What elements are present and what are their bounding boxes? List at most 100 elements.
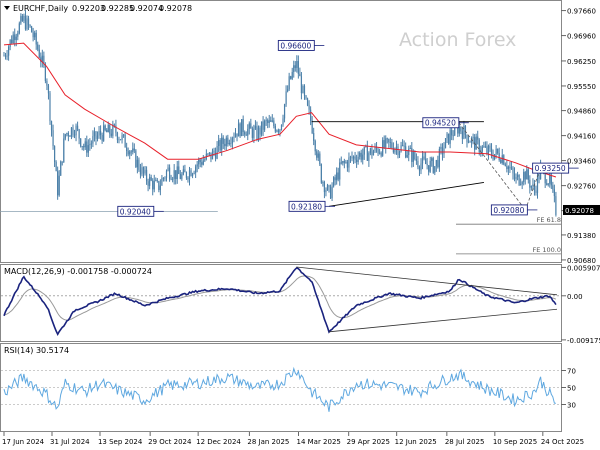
candle-body [460, 126, 462, 132]
candle-body [477, 136, 479, 140]
candle-body [280, 124, 283, 130]
price-levels: 0.96600 0.92040 0.92180 0.94520 0.93250 0.920… [117, 39, 579, 217]
candle-body [377, 149, 379, 154]
candle-body [132, 148, 134, 152]
candle-body [429, 160, 431, 172]
candle-body [182, 169, 184, 175]
candle-body [70, 127, 73, 137]
candle-body [267, 120, 269, 123]
candle-body [506, 166, 508, 170]
candle-body [475, 136, 477, 150]
macd-tick-label: 0.00 [567, 293, 583, 301]
level-label: 0.96600 [280, 41, 311, 50]
macd-tick-label: -0.009175 [567, 337, 600, 345]
candle-body [119, 139, 122, 141]
candle-body [127, 150, 129, 155]
candle-body [443, 148, 445, 155]
triangle-trendline [328, 181, 484, 207]
candle-body [403, 145, 405, 147]
candle-body [152, 180, 154, 190]
candle-body [490, 148, 493, 156]
candle-body [414, 151, 416, 160]
candle-body [57, 171, 59, 196]
candle-body [104, 125, 106, 131]
candle-body [363, 146, 365, 155]
candle-body [103, 125, 105, 141]
candle-body [207, 153, 209, 155]
level-label: 0.94520 [425, 119, 456, 128]
candle-body [492, 155, 494, 160]
x-tick-label: 10 Sep 2025 [493, 438, 537, 446]
candle-body [400, 145, 402, 152]
symbol-dropdown-icon[interactable] [4, 6, 10, 10]
candle-body [458, 126, 460, 134]
candle-body [92, 136, 94, 144]
candle-body [446, 133, 448, 139]
rsi-label: RSI(14) 30.5174 [4, 346, 69, 355]
candle-body [279, 129, 281, 132]
candle-body [99, 131, 102, 135]
candle-body [536, 175, 539, 193]
candle-body [268, 120, 270, 123]
candle-body [144, 169, 146, 174]
candle-body [421, 156, 424, 164]
candle-body [274, 125, 276, 132]
candle-body [55, 161, 57, 172]
candle-body [213, 150, 215, 153]
candle-body [112, 124, 114, 136]
candle-body [179, 173, 181, 179]
candle-body [150, 177, 152, 181]
candle-body [64, 134, 66, 139]
candle-body [47, 85, 50, 94]
candle-body [351, 156, 353, 159]
candle-body [288, 76, 290, 90]
price-tick-label: 0.93460 [567, 158, 596, 166]
macd-panel[interactable]: MACD(12,26,9) -0.001758 -0.000724 [0, 264, 562, 342]
candle-body [165, 170, 168, 178]
candle-body [60, 161, 62, 176]
candle-body [199, 159, 201, 163]
candle-body [27, 18, 30, 26]
candle-body [188, 170, 191, 180]
candle-body [392, 147, 395, 153]
rsi-panel[interactable]: RSI(14) 30.5174 [0, 343, 562, 432]
candle-body [115, 125, 117, 133]
candle-body [63, 138, 65, 163]
candle-body [337, 172, 339, 180]
price-close: 0.92078 [159, 4, 192, 13]
candle-body [222, 137, 224, 144]
candle-body [175, 170, 177, 180]
candle-body [107, 124, 109, 133]
price-high: 0.92285 [101, 4, 134, 13]
candle-body [294, 65, 296, 68]
candle-body [529, 179, 531, 188]
x-tick-label: 14 Mar 2025 [296, 438, 340, 446]
candle-body [291, 72, 293, 79]
candle-body [83, 146, 85, 148]
fib-label: FE 100.0 [532, 246, 561, 254]
candle-body [457, 125, 459, 134]
candle-body [412, 151, 414, 162]
candle-body [481, 146, 483, 152]
candle-body [510, 167, 513, 169]
level-label: 0.92180 [291, 202, 322, 211]
candle-body [34, 32, 36, 38]
candle-body [38, 49, 40, 58]
candle-body [239, 123, 241, 137]
candle-body [262, 121, 264, 130]
price-panel[interactable]: EURCHF,Daily 0.92203 0.92285 0.92074 0.9… [0, 0, 579, 263]
candle-body [256, 125, 258, 140]
candle-body [503, 155, 505, 165]
candle-body [310, 109, 312, 121]
price-tick-label: 0.90680 [567, 257, 596, 265]
candle-body [389, 142, 391, 143]
candle-body [172, 178, 174, 180]
candle-body [76, 125, 79, 130]
candle-body [168, 167, 171, 179]
candle-body [276, 130, 278, 132]
candle-body [515, 177, 517, 180]
candle-body [53, 146, 56, 162]
candle-body [17, 33, 19, 37]
candle-body [221, 137, 223, 151]
